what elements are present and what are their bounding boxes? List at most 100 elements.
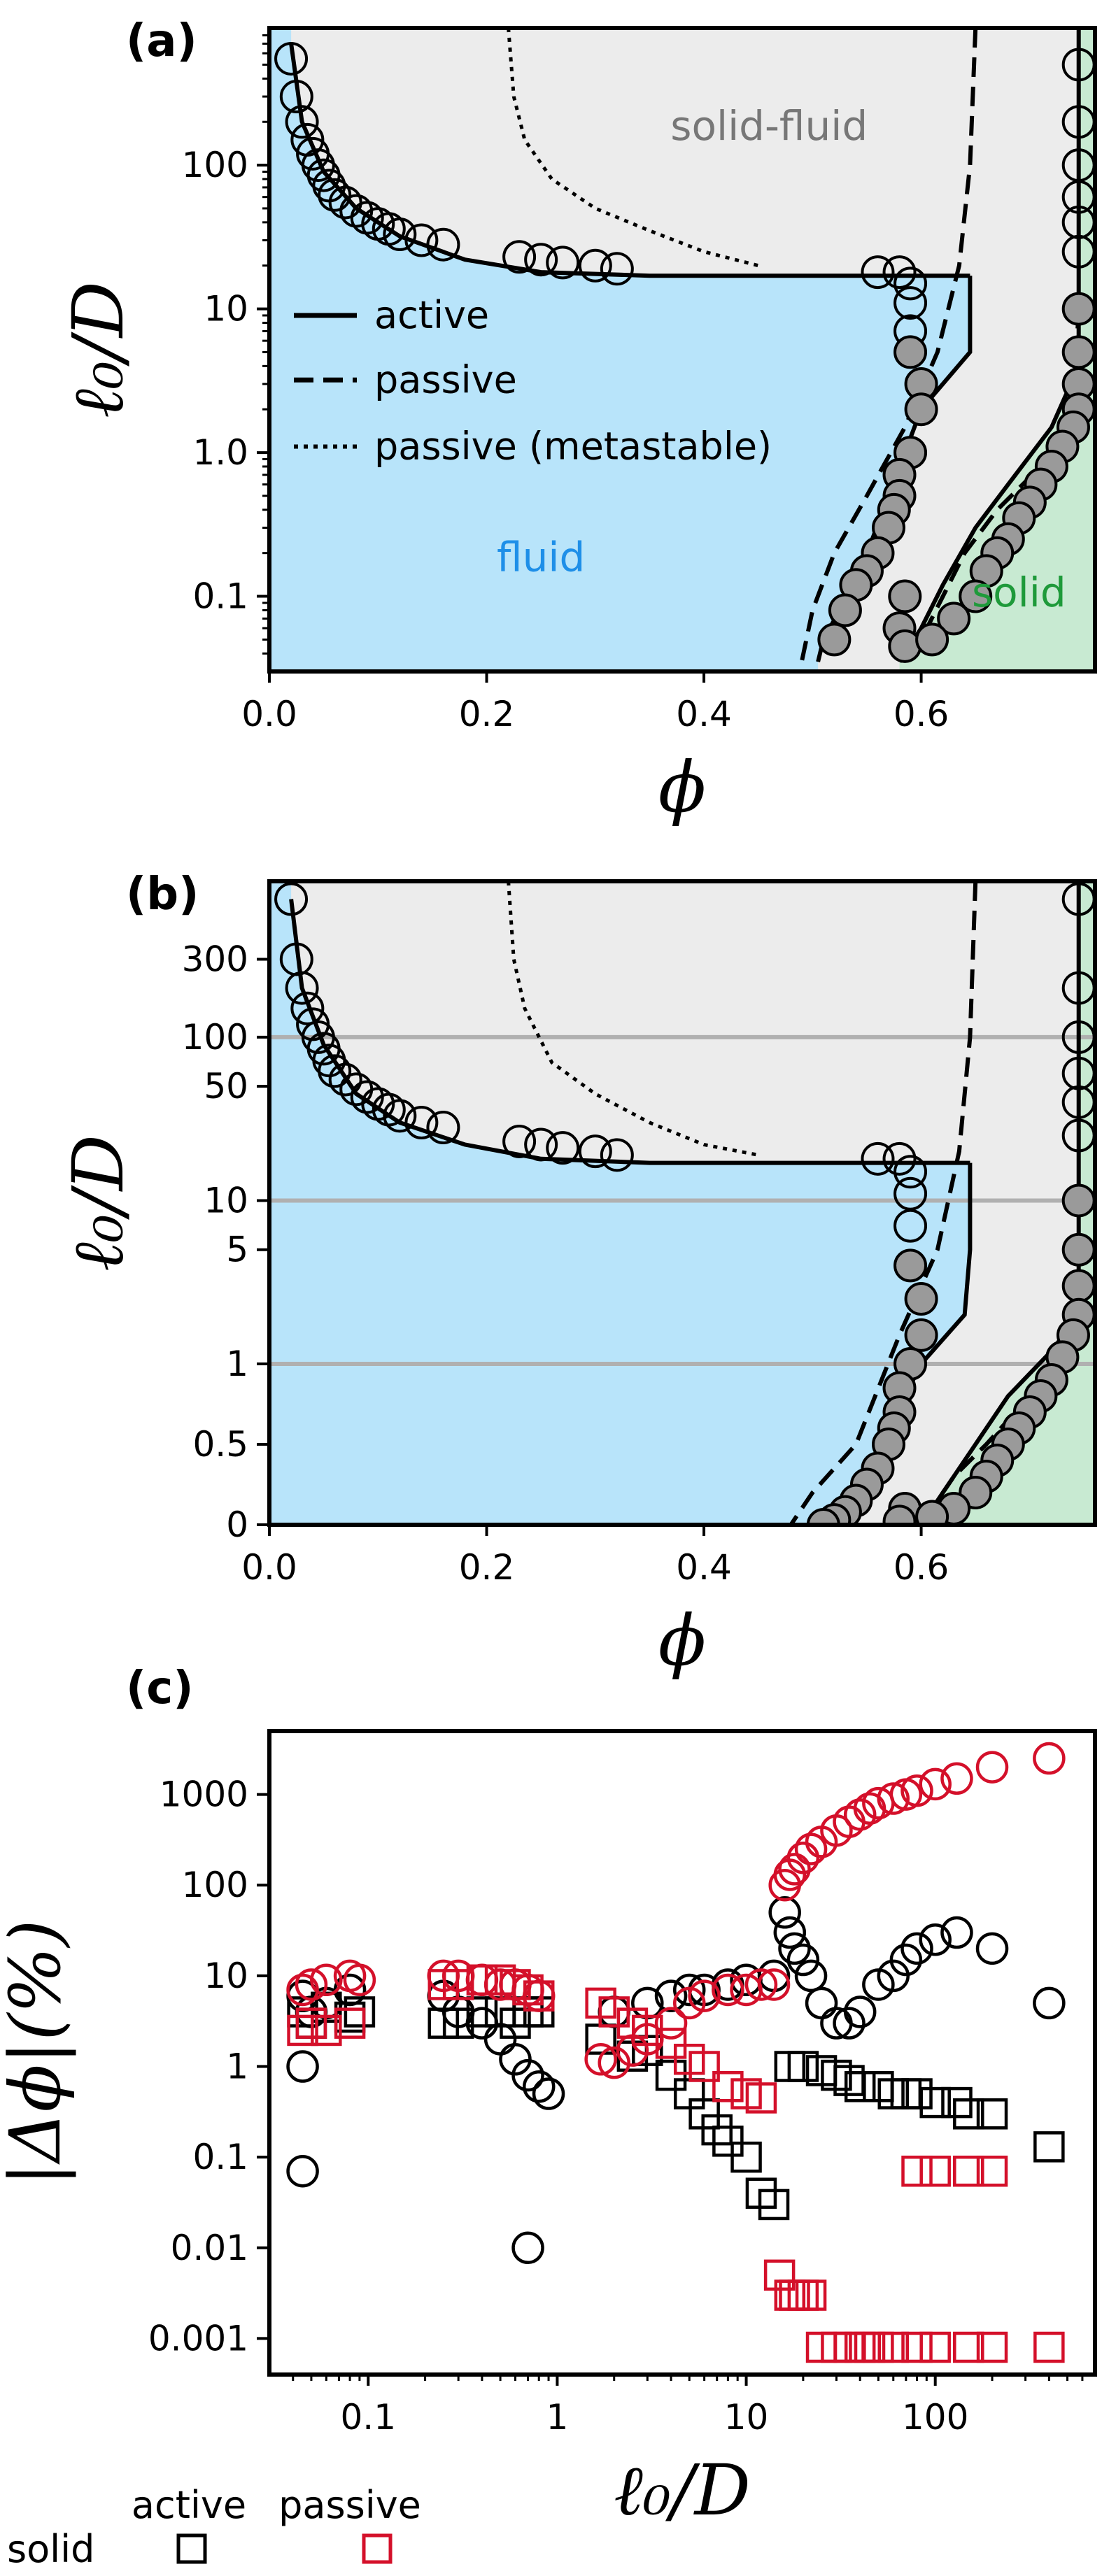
y-tick-label: 1000 <box>160 1774 248 1815</box>
active-solid-point <box>844 2071 876 2102</box>
active-solid-point <box>1033 2131 1065 2163</box>
fluid-data-point <box>893 1155 928 1189</box>
fluid-data-point <box>404 223 439 257</box>
coexistence-data-point <box>1061 292 1095 326</box>
passive-fluid-point <box>427 1959 460 1993</box>
passive-fluid-point <box>672 1986 706 2020</box>
coexistence-data-point <box>893 1248 928 1283</box>
plot-frame-c <box>267 1729 1097 2377</box>
fluid-data-point <box>426 1110 460 1144</box>
passive-solid-point <box>953 2331 984 2363</box>
fluid-data-point <box>502 1124 537 1158</box>
active-fluid-point <box>900 1932 933 1965</box>
passive-solid-point <box>976 2155 1008 2187</box>
x-axis-label: ϕ <box>658 746 706 828</box>
passive-solid-point <box>976 2331 1008 2363</box>
fluid-data-point <box>600 1138 634 1172</box>
fluid-data-point <box>578 1134 612 1169</box>
coexistence-data-point <box>828 593 862 627</box>
passive-fluid-point <box>975 1751 1009 1784</box>
active-fluid-point <box>833 2007 866 2040</box>
x-tick-label: 0.6 <box>893 1547 949 1588</box>
fluid-data-point <box>600 252 634 286</box>
passive-solid-point <box>688 2051 720 2082</box>
coexistence-data-point <box>1061 335 1095 369</box>
passive-fluid-point <box>843 1798 877 1831</box>
passive-solid-point <box>745 2082 777 2114</box>
active-fluid-point <box>794 1959 828 1993</box>
passive-fluid-point <box>786 1841 820 1874</box>
y-tick-label: 100 <box>182 1865 248 1905</box>
active-solid-point <box>919 2086 951 2119</box>
fluid-data-point <box>290 991 325 1025</box>
passive-fluid-point <box>465 1963 499 1997</box>
passive-fluid-point <box>1033 1742 1066 1775</box>
active-fluid-point <box>654 1979 688 2012</box>
passive-solid-point <box>1033 2331 1065 2363</box>
legend-label-active: active <box>374 293 489 337</box>
passive-fluid-point <box>522 1979 556 2012</box>
fluid-data-point <box>578 248 612 283</box>
passive-solid-point <box>311 2014 342 2047</box>
active-fluid-point <box>805 1986 838 2020</box>
passive-fluid-point <box>877 1782 910 1815</box>
metastable-boundary <box>507 28 759 268</box>
passive-fluid-point <box>744 1968 778 2001</box>
active-fluid-point <box>532 2077 565 2110</box>
fluid-data-point <box>546 1131 580 1165</box>
y-tick-label: 0.001 <box>148 2318 248 2358</box>
coexistence-data-point <box>904 1318 938 1352</box>
active-fluid-point <box>975 1932 1009 1965</box>
y-tick-label: 100 <box>182 1017 248 1058</box>
active-fluid-point <box>1033 1986 1066 2020</box>
y-tick-label: 0.5 <box>192 1424 248 1465</box>
y-tick-label: 0.01 <box>171 2228 248 2268</box>
fluid-data-point <box>546 245 580 280</box>
x-tick-label: 1 <box>546 2397 568 2438</box>
fluid-data-point <box>882 255 917 290</box>
fluid-data-point <box>279 80 313 114</box>
fluid-data-point <box>426 227 460 262</box>
x-tick-label: 0.2 <box>459 694 515 734</box>
passive-solid-point <box>919 2331 951 2363</box>
passive-fluid-point <box>598 2046 630 2079</box>
y-axis-label: ℓ₀/D <box>57 281 139 418</box>
passive-fluid-point <box>940 1762 973 1795</box>
passive-solid-point <box>655 2028 687 2059</box>
fluid-data-point <box>893 1209 928 1243</box>
fluid-data-point <box>861 1141 895 1176</box>
active-fluid-point <box>773 1916 807 1949</box>
passive-solid-point <box>795 2279 827 2311</box>
coexistence-data-point <box>888 579 922 613</box>
passive-fluid-boundary <box>799 28 978 662</box>
fluid-data-point <box>383 1099 417 1133</box>
fluid-data-point <box>318 178 352 212</box>
coexistence-data-point <box>817 622 852 657</box>
x-tick-label: 100 <box>902 2397 968 2438</box>
coexistence-data-point <box>1061 1269 1095 1303</box>
passive-fluid-point <box>310 1963 343 1997</box>
y-tick-label: 5 <box>226 1230 248 1270</box>
passive-fluid-point <box>654 2007 688 2040</box>
legend-col-active: active <box>132 2483 246 2527</box>
panel-label: (a) <box>126 15 197 67</box>
coexistence-data-point <box>915 1500 949 1525</box>
active-solid-point <box>655 2059 687 2091</box>
plot-area-a <box>269 28 1095 671</box>
coexistence-data-point <box>806 1508 840 1525</box>
fluid-data-point <box>274 882 309 916</box>
solid-label: solid <box>972 569 1066 616</box>
passive-fluid-point <box>688 1979 721 2012</box>
passive-fluid-point <box>778 1853 811 1886</box>
y-tick-label: 1 <box>226 2047 248 2087</box>
coexistence-data-point <box>904 392 938 427</box>
x-tick-label: 0.1 <box>340 2397 396 2438</box>
fluid-data-point <box>285 971 319 1005</box>
panel-label: (b) <box>126 869 199 920</box>
coexistence-data-point <box>1061 1183 1095 1218</box>
passive-fluid-point <box>584 2042 617 2076</box>
active-solid-point <box>787 2051 819 2082</box>
legend-label-passive: passive <box>374 357 517 401</box>
legend-col-passive: passive <box>278 2483 421 2527</box>
